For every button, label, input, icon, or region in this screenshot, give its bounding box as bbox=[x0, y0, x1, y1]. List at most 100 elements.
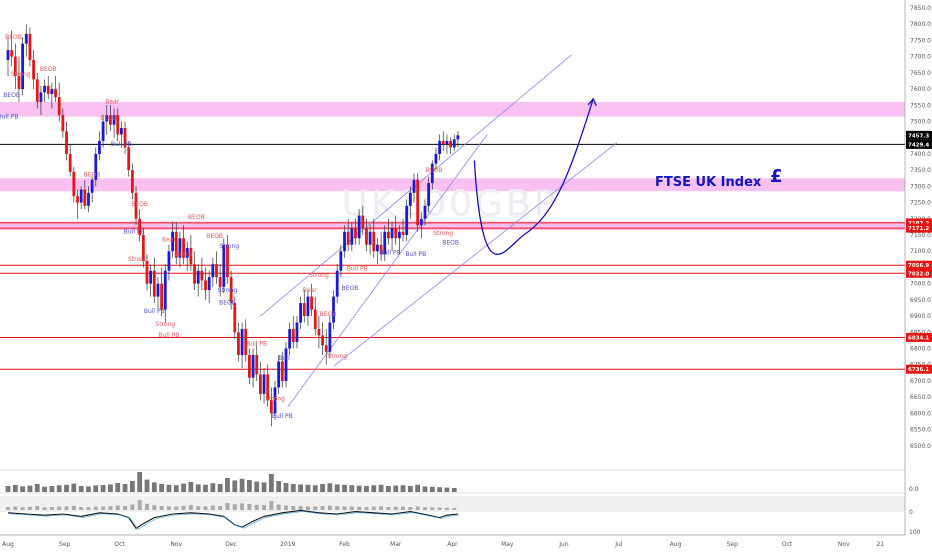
volume-bar bbox=[232, 480, 238, 492]
channel-layer bbox=[260, 54, 618, 408]
candle-body bbox=[427, 183, 431, 206]
price-tag-box bbox=[906, 223, 932, 233]
oscillator-bar bbox=[313, 506, 318, 510]
candle-body bbox=[419, 218, 423, 226]
x-tick-label: Jun bbox=[558, 541, 569, 548]
signal-label: Strong bbox=[128, 256, 148, 263]
projection-curve bbox=[473, 98, 594, 255]
candle-body bbox=[24, 33, 28, 44]
volume-bar bbox=[422, 486, 428, 492]
candle-body bbox=[79, 189, 83, 203]
oscillator-bar bbox=[181, 505, 186, 510]
signal-label: BEOB bbox=[131, 201, 148, 208]
volume-bar bbox=[115, 483, 121, 492]
candle-body bbox=[423, 205, 427, 219]
price-tag-label: 7056.9 bbox=[908, 263, 929, 269]
volume-bar bbox=[56, 485, 62, 492]
candle-body bbox=[226, 244, 229, 278]
candle-body bbox=[317, 329, 321, 336]
candle-body bbox=[354, 228, 357, 239]
candle-body bbox=[215, 264, 218, 278]
oscillator-bar bbox=[42, 507, 47, 510]
signal-label: BEOB bbox=[342, 285, 359, 292]
zone-band bbox=[0, 221, 905, 231]
signal-label: Strong bbox=[327, 353, 347, 360]
oscillator-bar bbox=[101, 506, 106, 510]
volume-bar bbox=[86, 486, 91, 492]
price-tag-label: 7457.3 bbox=[908, 133, 929, 139]
candle-body bbox=[94, 153, 98, 180]
oscillator-bar bbox=[35, 506, 40, 510]
oscillator-bar bbox=[13, 506, 18, 510]
signal-label: Bull PB bbox=[158, 332, 179, 339]
oscillator-bar bbox=[27, 506, 32, 510]
oscillator-bar bbox=[159, 506, 164, 510]
candle-body bbox=[434, 153, 438, 164]
signal-label: BEOB bbox=[5, 34, 22, 41]
signal-label: BEOB bbox=[219, 300, 236, 307]
y-tick-label: 7600.0 bbox=[910, 86, 931, 93]
volume-bar bbox=[393, 485, 399, 492]
candle-body bbox=[68, 153, 72, 172]
candle-body bbox=[105, 115, 109, 122]
volume-bar bbox=[188, 482, 194, 492]
oscillator-bar bbox=[276, 504, 281, 510]
candle-body bbox=[54, 89, 57, 98]
candle-body bbox=[321, 335, 324, 346]
signal-label: Strong bbox=[265, 395, 285, 402]
candle-body bbox=[211, 264, 215, 278]
y-tick-label: 7250.0 bbox=[910, 200, 931, 207]
candle-body bbox=[387, 231, 390, 239]
candle-body bbox=[449, 140, 452, 148]
oscillator-bar bbox=[123, 506, 128, 510]
candle-body bbox=[109, 115, 112, 125]
volume-bar bbox=[371, 485, 377, 492]
x-tick-label: Apr bbox=[447, 541, 458, 548]
volume-bar bbox=[327, 483, 333, 492]
volume-bar bbox=[305, 484, 311, 492]
volume-axis-label: 0.0 bbox=[909, 486, 919, 493]
volume-bar bbox=[122, 484, 128, 492]
volume-bar bbox=[444, 487, 450, 492]
x-tick-label: Dec bbox=[225, 541, 237, 548]
oscillator-bar bbox=[254, 504, 259, 510]
volume-bar bbox=[298, 484, 304, 492]
candle-body bbox=[76, 196, 79, 203]
candle-body bbox=[174, 231, 178, 258]
oscillator-layer bbox=[0, 496, 905, 530]
candle-body bbox=[361, 215, 365, 229]
signal-label: Bull PB bbox=[380, 249, 401, 256]
oscillator-bar bbox=[283, 505, 288, 510]
oscillator-bar bbox=[393, 506, 398, 510]
price-tag-box bbox=[906, 139, 932, 149]
y-tick-label: 6600.0 bbox=[910, 410, 931, 417]
candle-body bbox=[156, 283, 160, 297]
price-tag-box bbox=[906, 260, 932, 270]
volume-bar bbox=[415, 484, 421, 492]
candle-body bbox=[350, 228, 354, 245]
candle-body bbox=[313, 309, 317, 330]
candle-body bbox=[456, 135, 460, 140]
volume-bar bbox=[129, 481, 135, 492]
candle-body bbox=[255, 354, 259, 375]
projection-arrowhead bbox=[587, 97, 597, 107]
oscillator-bar bbox=[115, 505, 120, 510]
watermark-text: UK100GBP bbox=[342, 184, 559, 225]
signal-label: BEOB bbox=[426, 167, 443, 174]
candle-body bbox=[343, 231, 346, 252]
candle-body bbox=[193, 264, 196, 284]
candle-body bbox=[288, 329, 292, 349]
candle-body bbox=[134, 192, 138, 219]
candle-body bbox=[21, 43, 25, 90]
oscillator-bar bbox=[130, 504, 135, 510]
x-tick-label: Feb bbox=[339, 541, 350, 548]
x-tick-label: 21 bbox=[877, 541, 885, 548]
candle-body bbox=[291, 329, 295, 343]
candle-body bbox=[430, 163, 434, 184]
signal-label: BEOB bbox=[40, 66, 57, 73]
volume-bar bbox=[20, 486, 26, 492]
